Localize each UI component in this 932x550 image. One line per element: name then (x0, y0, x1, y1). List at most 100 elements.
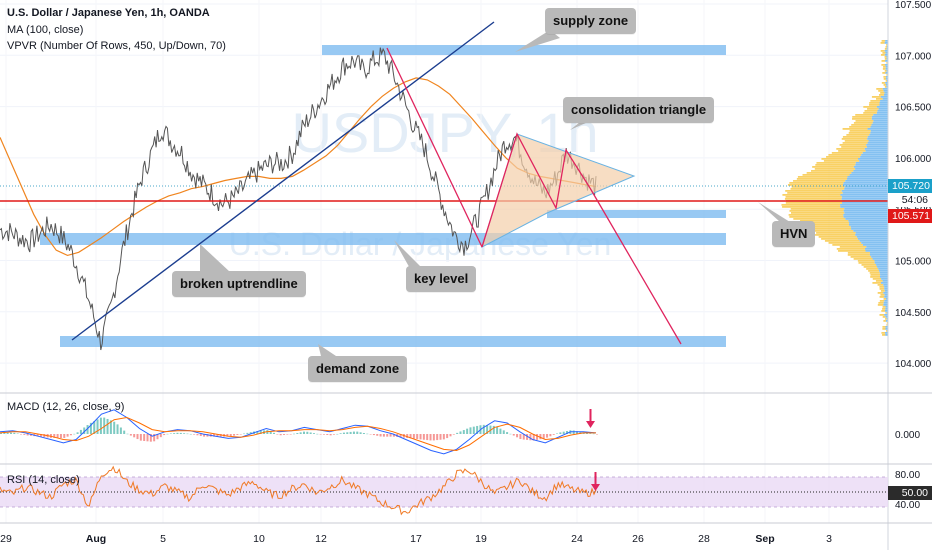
volume-bar-down (880, 92, 885, 94)
supply-zone-label[interactable]: supply zone (545, 8, 637, 34)
volume-bar-up (859, 160, 888, 162)
macd-hist-bar (59, 434, 62, 438)
broken-uptrendline[interactable] (71, 21, 495, 341)
macd-hist-bar (559, 432, 562, 434)
volume-bar-up (860, 156, 888, 158)
hvn-label[interactable]: HVN (772, 221, 816, 247)
key-level-label[interactable]: key level (406, 266, 477, 292)
macd-hist-bar (193, 434, 196, 435)
rsi-current-tag: 50.00 (888, 486, 932, 500)
volume-bar-down (881, 332, 886, 334)
volume-bar-down (878, 94, 884, 96)
macd-hist-bar (459, 431, 462, 434)
macd-hist-bar (289, 434, 292, 435)
broken-uptrendline-label[interactable]: broken uptrendline (172, 271, 306, 297)
volume-bar-down (882, 72, 886, 74)
volume-bar-up (870, 132, 888, 134)
consolidation-zone[interactable] (547, 210, 726, 218)
volume-bar-down (787, 184, 843, 186)
macd-hist-bar (589, 433, 592, 434)
volume-bar-down (815, 234, 856, 236)
volume-bar-up (862, 244, 888, 246)
volume-bar-up (885, 76, 888, 78)
macd-hist-bar (73, 433, 76, 435)
macd-hist-bar (526, 434, 529, 440)
macd-hist-bar (332, 434, 335, 435)
key-level-zone[interactable] (40, 233, 726, 245)
macd-hist-bar (399, 434, 402, 438)
volume-bar-down (842, 128, 868, 130)
macd-legend[interactable]: MACD (12, 26, close, 9) (7, 401, 125, 413)
volume-bar-up (845, 180, 888, 182)
macd-hist-bar (63, 434, 66, 438)
macd-hist-bar (169, 433, 172, 434)
volume-bar-down (869, 102, 880, 104)
macd-hist-bar (83, 427, 86, 434)
volume-bar-down (806, 172, 852, 174)
volume-bar-up (884, 286, 888, 288)
macd-hist-bar (556, 433, 559, 434)
volume-bar-up (842, 184, 888, 186)
volume-bar-down (805, 226, 851, 228)
demand-zone-label[interactable]: demand zone (308, 356, 408, 382)
volume-bar-up (879, 276, 888, 278)
volume-bar-up (878, 268, 888, 270)
macd-hist-bar (239, 434, 242, 435)
volume-bar-down (785, 190, 842, 192)
volume-bar-up (879, 272, 888, 274)
volume-bar-up (873, 120, 888, 122)
volume-bar-down (802, 174, 850, 176)
volume-bar-up (848, 220, 888, 222)
macd-hist-bar (509, 433, 512, 435)
volume-bar-down (811, 170, 854, 172)
macd-hist-bar (552, 434, 555, 435)
volume-bar-up (843, 182, 888, 184)
volume-bar-down (852, 116, 872, 118)
volume-bar-up (861, 242, 888, 244)
volume-bar-down (785, 202, 843, 204)
drop-line-1[interactable] (386, 47, 483, 248)
volume-bar-down (797, 176, 848, 178)
macd-hist-bar (536, 434, 539, 440)
time-tick-label: 24 (571, 533, 583, 545)
demand-zone[interactable] (60, 336, 726, 347)
volume-bar-up (886, 318, 888, 320)
macd-hist-bar (176, 432, 179, 434)
zones (40, 45, 726, 347)
macd-hist-bar (273, 432, 276, 434)
macd-hist-bar (296, 433, 299, 434)
macd-hist-bar (472, 426, 475, 434)
time-axis[interactable]: 29 Aug 5 10 12 17 19 24 26 28 Sep 3 (0, 533, 832, 545)
supply-zone[interactable] (322, 45, 726, 55)
volume-bar-down (793, 180, 846, 182)
volume-bar-down (875, 98, 883, 100)
macd-hist-bar (0, 432, 2, 434)
chart-title[interactable]: U.S. Dollar / Japanese Yen, 1h, OANDA (7, 7, 210, 19)
ma-legend[interactable]: MA (100, close) (7, 24, 84, 36)
volume-bar-down (790, 208, 845, 210)
volume-bar-down (880, 294, 885, 296)
macd-hist-bar (522, 434, 525, 440)
triangle-zigzag (481, 132, 591, 248)
volume-bar-up (862, 152, 888, 154)
volume-bar-up (886, 86, 888, 88)
projection-line[interactable] (589, 187, 682, 345)
volume-bar-up (855, 162, 888, 164)
vpvr-legend[interactable]: VPVR (Number Of Rows, 450, Up/Down, 70) (7, 40, 226, 52)
consolidation-triangle-label[interactable]: consolidation triangle (563, 97, 715, 123)
volume-bar-up (885, 306, 888, 308)
volume-bar-down (782, 194, 841, 196)
macd-hist-bar (519, 434, 522, 440)
volume-bar-down (883, 78, 887, 80)
volume-bar-up (884, 50, 888, 52)
volume-bar-up (886, 78, 888, 80)
volume-bar-down (800, 220, 849, 222)
volume-bar-down (870, 276, 880, 278)
volume-bar-up (853, 170, 888, 172)
rsi-legend[interactable]: RSI (14, close) (7, 474, 80, 486)
volume-bar-down (875, 280, 883, 282)
volume-bar-down (828, 154, 862, 156)
volume-bar-down (842, 142, 868, 144)
volume-bar-up (843, 214, 888, 216)
